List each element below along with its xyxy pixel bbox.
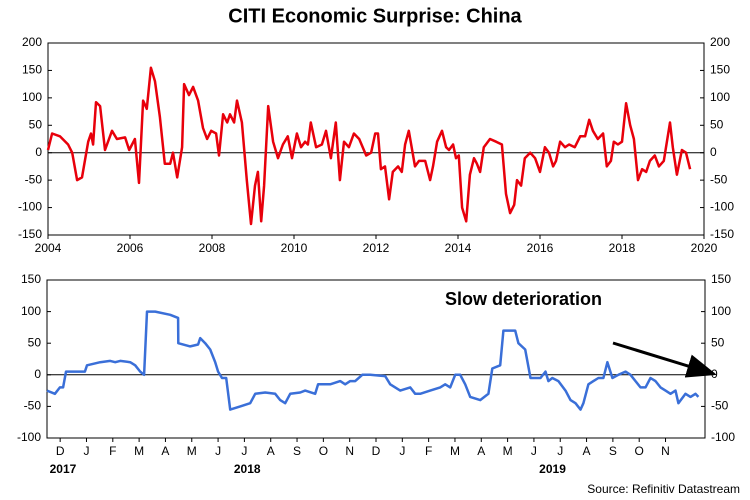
y-tick-label: 150 — [22, 63, 42, 77]
chart-title: CITI Economic Surprise: China — [228, 5, 522, 27]
x-tick-label: N — [661, 444, 670, 458]
y-tick-label: -100 — [17, 430, 41, 444]
y-tick-label: 100 — [22, 90, 42, 104]
x-tick-label: D — [56, 444, 65, 458]
annotation-arrow — [612, 341, 717, 378]
y-tick-label: -50 — [24, 399, 42, 413]
annotation: Slow deterioration — [445, 289, 602, 309]
year-label: 2019 — [539, 462, 566, 476]
x-tick-label: J — [557, 444, 563, 458]
x-tick-label: J — [83, 444, 89, 458]
x-tick-label: 2006 — [117, 241, 144, 255]
y2-tick-label: -150 — [710, 227, 734, 241]
x-tick-label: S — [293, 444, 301, 458]
x-tick-label: 2008 — [199, 241, 226, 255]
x-tick-label: O — [319, 444, 328, 458]
x-tick-label: J — [241, 444, 247, 458]
y2-tick-label: 150 — [711, 272, 731, 286]
y2-tick-label: 150 — [710, 63, 730, 77]
y2-tick-label: -50 — [710, 172, 728, 186]
source-note: Source: Refinitiv Datastream — [587, 482, 740, 496]
y2-tick-label: 100 — [711, 304, 731, 318]
x-tick-label: D — [372, 444, 381, 458]
x-tick-label: M — [134, 444, 144, 458]
y2-tick-label: 100 — [710, 90, 730, 104]
x-tick-label: S — [609, 444, 617, 458]
y2-tick-label: 0 — [710, 145, 717, 159]
x-tick-label: M — [450, 444, 460, 458]
x-tick-label: A — [477, 444, 485, 458]
y2-tick-label: 50 — [710, 117, 724, 131]
year-label: 2018 — [234, 462, 261, 476]
y2-tick-label: 200 — [710, 35, 730, 49]
x-tick-label: A — [583, 444, 591, 458]
y-tick-label: 0 — [34, 367, 41, 381]
x-tick-label: F — [109, 444, 116, 458]
y2-tick-label: -50 — [711, 399, 729, 413]
y-tick-label: 200 — [22, 35, 42, 49]
x-tick-label: F — [425, 444, 432, 458]
x-tick-label: A — [161, 444, 169, 458]
x-tick-label: 2014 — [445, 241, 472, 255]
y-tick-label: -150 — [18, 227, 42, 241]
x-tick-label: 2016 — [527, 241, 554, 255]
y-tick-label: -50 — [25, 172, 43, 186]
x-tick-label: 2020 — [691, 241, 718, 255]
x-tick-label: 2004 — [35, 241, 62, 255]
x-tick-label: M — [187, 444, 197, 458]
y-tick-label: 100 — [21, 304, 41, 318]
y-tick-label: 150 — [21, 272, 41, 286]
year-label: 2017 — [50, 462, 77, 476]
x-tick-label: N — [345, 444, 354, 458]
x-tick-label: 2010 — [281, 241, 308, 255]
x-tick-label: J — [399, 444, 405, 458]
x-tick-label: M — [503, 444, 513, 458]
x-tick-label: O — [635, 444, 644, 458]
x-tick-label: J — [215, 444, 221, 458]
series-line — [46, 310, 700, 411]
y-tick-label: 50 — [29, 117, 43, 131]
y2-tick-label: -100 — [711, 430, 735, 444]
y-tick-label: -100 — [18, 200, 42, 214]
series-line — [46, 66, 692, 226]
x-tick-label: 2018 — [609, 241, 636, 255]
x-tick-label: J — [531, 444, 537, 458]
x-tick-label: A — [267, 444, 275, 458]
y-tick-label: 0 — [35, 145, 42, 159]
y2-tick-label: -100 — [710, 200, 734, 214]
y2-tick-label: 50 — [711, 335, 725, 349]
x-tick-label: 2012 — [363, 241, 390, 255]
y2-tick-label: 0 — [711, 367, 718, 381]
y-tick-label: 50 — [28, 335, 42, 349]
